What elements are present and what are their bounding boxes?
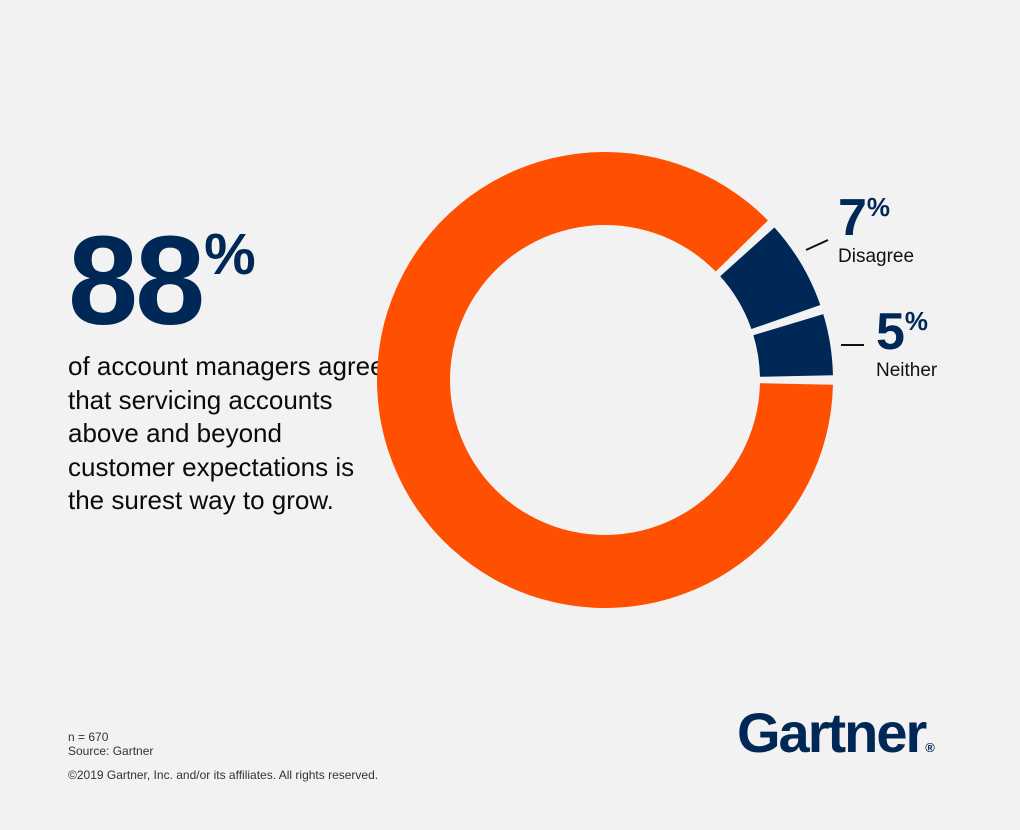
callout-disagree-label: Disagree <box>838 246 915 267</box>
headline-unit: % <box>204 222 256 287</box>
callout-disagree-value: 7 <box>838 189 867 247</box>
gartner-logo-text: Gartner <box>737 701 927 764</box>
headline-value: 88 <box>68 210 205 351</box>
donut-slice-disagree <box>720 227 821 330</box>
donut-slice-neither <box>753 314 833 377</box>
registered-mark: ® <box>925 740 935 755</box>
gartner-logo: Gartner® <box>737 705 935 761</box>
leader-line-disagree <box>805 239 829 251</box>
sample-size: n = 670 <box>68 730 109 744</box>
headline-statement: of account managers agree that servicing… <box>68 351 385 515</box>
source-note: Source: Gartner <box>68 744 154 758</box>
copyright-note: ©2019 Gartner, Inc. and/or its affiliate… <box>68 768 379 782</box>
callout-neither-unit: % <box>904 306 929 336</box>
headline-stat: 88% <box>68 218 256 344</box>
donut-slice-agree <box>377 151 833 609</box>
callout-neither-value: 5 <box>876 303 905 361</box>
callout-neither-label: Neither <box>876 360 938 381</box>
callout-disagree: 7% Disagree <box>838 192 914 268</box>
callout-disagree-unit: % <box>866 192 891 222</box>
callout-neither: 5% Neither <box>876 306 937 382</box>
